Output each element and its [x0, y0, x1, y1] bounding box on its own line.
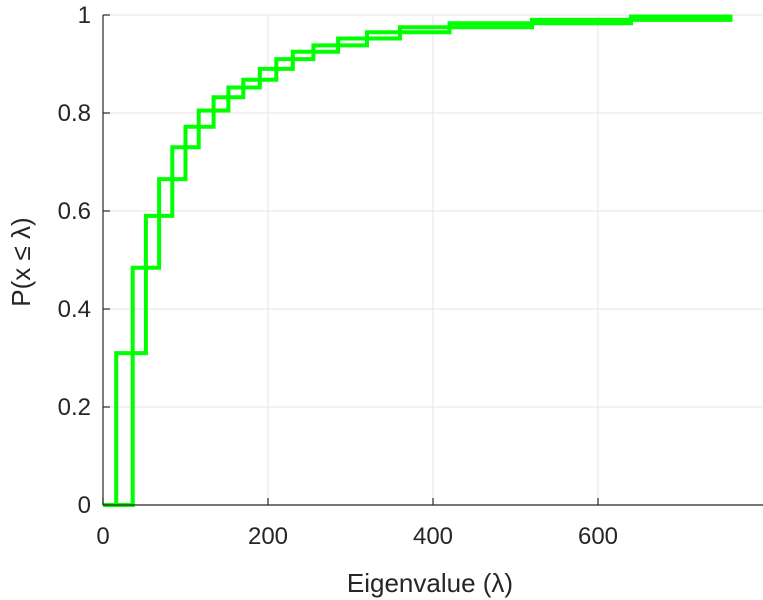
series-group [103, 14, 733, 507]
y-tick-label: 1 [78, 2, 91, 29]
y-axis-label: P(x ≤ λ) [6, 217, 36, 306]
x-tick-label: 400 [413, 523, 453, 550]
y-tick-label: 0.4 [58, 296, 91, 323]
y-ticks: 0 0.2 0.4 0.6 0.8 1 [58, 2, 110, 519]
x-ticks: 0 200 400 600 [96, 498, 618, 550]
x-tick-label: 600 [578, 523, 618, 550]
y-tick-label: 0 [78, 492, 91, 519]
x-tick-label: 0 [96, 523, 109, 550]
y-tick-label: 0.2 [58, 394, 91, 421]
cdf-step-line-2 [103, 17, 733, 507]
grid [102, 14, 763, 506]
x-tick-label: 200 [248, 523, 288, 550]
cdf-step-line-1 [103, 14, 733, 507]
y-tick-label: 0.8 [58, 100, 91, 127]
x-axis-label: Eigenvalue (λ) [347, 568, 513, 598]
y-tick-label: 0.6 [58, 198, 91, 225]
